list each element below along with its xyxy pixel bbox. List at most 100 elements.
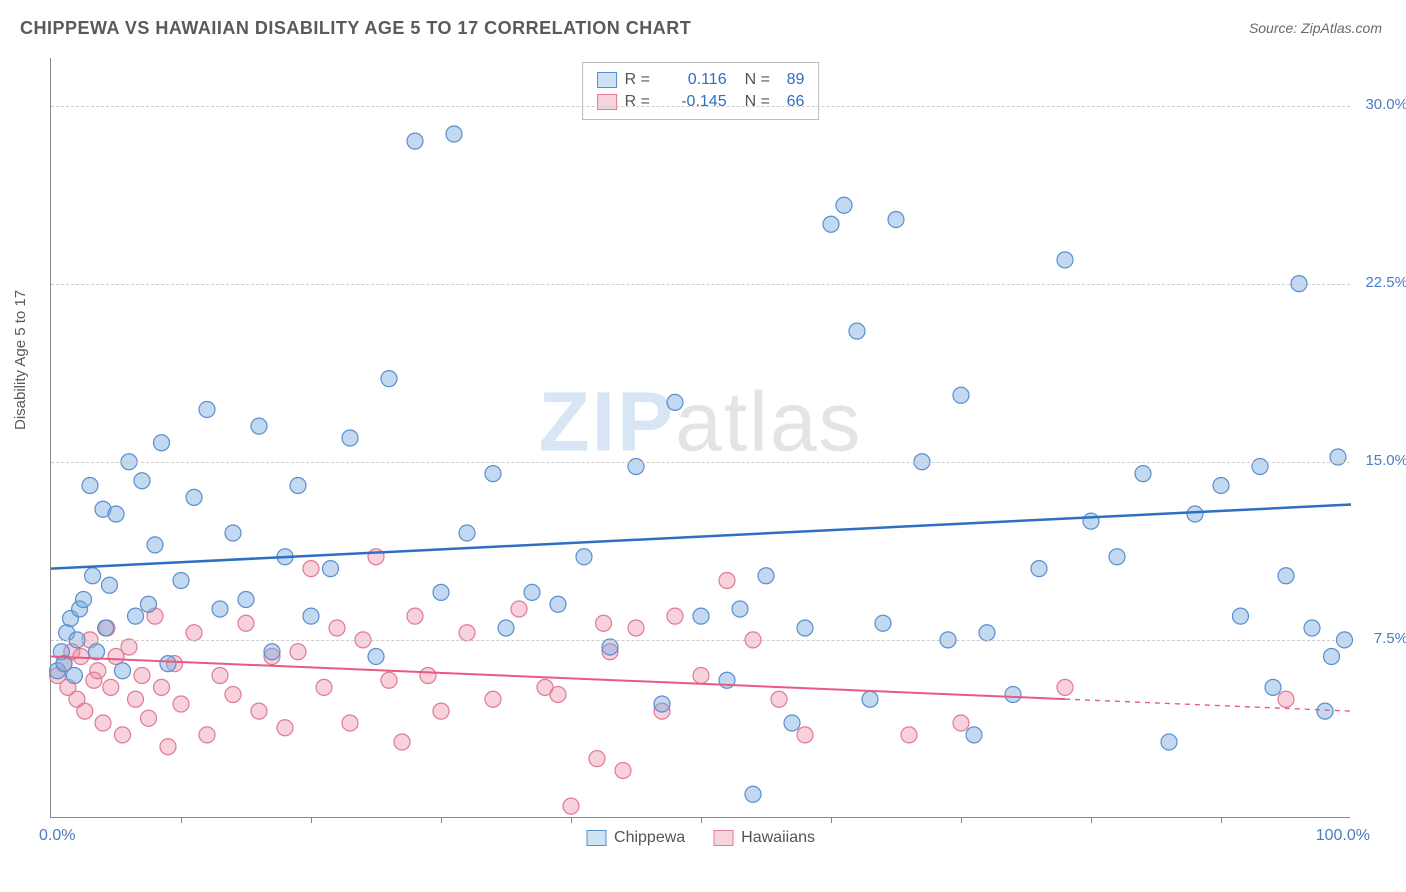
data-point: [108, 506, 124, 522]
data-point: [381, 672, 397, 688]
data-point: [1109, 549, 1125, 565]
data-point: [128, 608, 144, 624]
plot-area: ZIPatlas R =0.116N =89R =-0.145N =66 0.0…: [50, 58, 1350, 818]
data-point: [654, 696, 670, 712]
data-point: [95, 715, 111, 731]
data-point: [238, 592, 254, 608]
y-tick-label: 22.5%: [1365, 274, 1406, 291]
data-point: [199, 402, 215, 418]
y-tick-label: 30.0%: [1365, 96, 1406, 113]
data-point: [225, 525, 241, 541]
data-point: [966, 727, 982, 743]
data-point: [1083, 513, 1099, 529]
data-point: [1317, 703, 1333, 719]
data-point: [524, 584, 540, 600]
gridline: [51, 462, 1350, 463]
data-point: [76, 592, 92, 608]
data-point: [784, 715, 800, 731]
data-point: [1278, 691, 1294, 707]
data-point: [128, 691, 144, 707]
data-point: [1278, 568, 1294, 584]
x-tick-mark: [961, 817, 962, 823]
data-point: [797, 620, 813, 636]
scatter-svg: [51, 58, 1350, 817]
legend-item: Chippewa: [586, 829, 685, 847]
data-point: [154, 435, 170, 451]
data-point: [407, 608, 423, 624]
data-point: [303, 561, 319, 577]
data-point: [1005, 687, 1021, 703]
gridline: [51, 640, 1350, 641]
data-point: [433, 703, 449, 719]
data-point: [1031, 561, 1047, 577]
data-point: [173, 696, 189, 712]
y-tick-label: 15.0%: [1365, 452, 1406, 469]
data-point: [576, 549, 592, 565]
data-point: [1265, 679, 1281, 695]
data-point: [225, 687, 241, 703]
data-point: [160, 739, 176, 755]
data-point: [134, 473, 150, 489]
data-point: [381, 371, 397, 387]
data-point: [160, 656, 176, 672]
data-point: [186, 625, 202, 641]
data-point: [394, 734, 410, 750]
data-point: [875, 615, 891, 631]
data-point: [979, 625, 995, 641]
data-point: [73, 649, 89, 665]
x-tick-mark: [571, 817, 572, 823]
data-point: [849, 323, 865, 339]
data-point: [290, 644, 306, 660]
data-point: [134, 668, 150, 684]
data-point: [433, 584, 449, 600]
data-point: [368, 649, 384, 665]
data-point: [901, 727, 917, 743]
data-point: [103, 679, 119, 695]
data-point: [596, 615, 612, 631]
data-point: [186, 489, 202, 505]
data-point: [290, 478, 306, 494]
data-point: [277, 720, 293, 736]
x-tick-mark: [441, 817, 442, 823]
data-point: [251, 703, 267, 719]
data-point: [147, 537, 163, 553]
x-axis-max-label: 100.0%: [1316, 827, 1370, 845]
data-point: [745, 786, 761, 802]
series-legend: Chippewa Hawaiians: [586, 829, 815, 847]
data-point: [115, 727, 131, 743]
gridline: [51, 106, 1350, 107]
data-point: [141, 710, 157, 726]
data-point: [115, 663, 131, 679]
data-point: [953, 715, 969, 731]
data-point: [98, 620, 114, 636]
data-point: [758, 568, 774, 584]
legend-swatch: [586, 830, 606, 846]
data-point: [836, 197, 852, 213]
legend-label: Hawaiians: [741, 829, 815, 847]
data-point: [323, 561, 339, 577]
data-point: [154, 679, 170, 695]
data-point: [511, 601, 527, 617]
data-point: [888, 212, 904, 228]
data-point: [82, 478, 98, 494]
data-point: [316, 679, 332, 695]
x-tick-mark: [311, 817, 312, 823]
data-point: [667, 394, 683, 410]
data-point: [498, 620, 514, 636]
data-point: [264, 644, 280, 660]
data-point: [420, 668, 436, 684]
data-point: [862, 691, 878, 707]
data-point: [459, 525, 475, 541]
data-point: [1161, 734, 1177, 750]
data-point: [459, 625, 475, 641]
data-point: [342, 715, 358, 731]
data-point: [1233, 608, 1249, 624]
data-point: [77, 703, 93, 719]
x-tick-mark: [1091, 817, 1092, 823]
data-point: [953, 387, 969, 403]
y-axis-label: Disability Age 5 to 17: [12, 290, 29, 430]
data-point: [251, 418, 267, 434]
data-point: [615, 763, 631, 779]
data-point: [173, 573, 189, 589]
data-point: [719, 573, 735, 589]
